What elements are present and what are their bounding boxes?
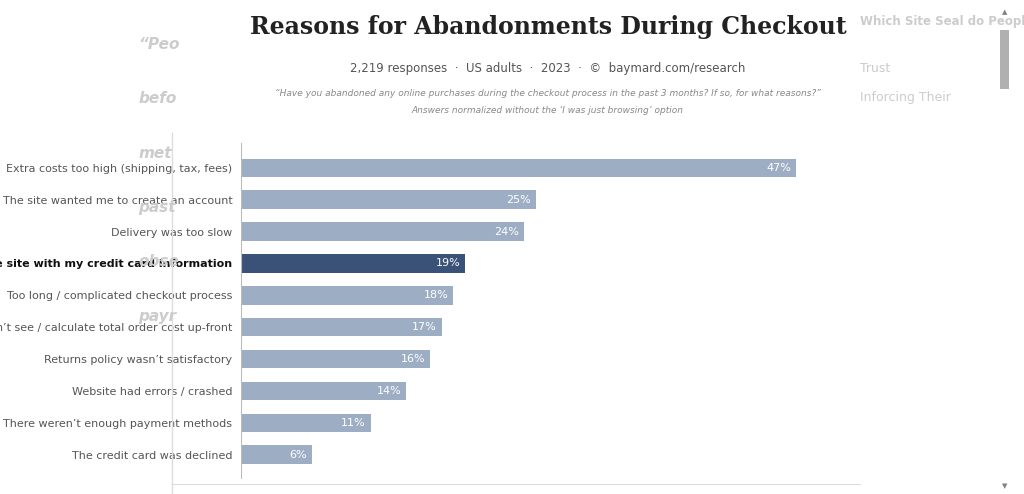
- Text: 47%: 47%: [766, 163, 792, 173]
- Text: Trust: Trust: [860, 62, 891, 75]
- Text: Reasons for Abandonments During Checkout: Reasons for Abandonments During Checkout: [250, 15, 846, 39]
- Bar: [241, 159, 796, 177]
- Bar: [241, 350, 430, 369]
- Text: Inforcing Their: Inforcing Their: [860, 91, 951, 104]
- Text: ▼: ▼: [1001, 484, 1008, 490]
- Bar: [241, 446, 311, 464]
- Text: 17%: 17%: [412, 322, 437, 332]
- Text: past: past: [138, 200, 176, 215]
- Text: 6%: 6%: [289, 450, 307, 459]
- Bar: [241, 318, 441, 336]
- Text: Answers normalized without the ‘I was just browsing’ option: Answers normalized without the ‘I was ju…: [412, 106, 684, 115]
- Text: Which Site Seal do People Trust the Most: Which Site Seal do People Trust the Most: [860, 15, 1024, 28]
- Text: 2,219 responses  ·  US adults  ·  2023  ·  ©  baymard.com/research: 2,219 responses · US adults · 2023 · © b…: [350, 62, 745, 75]
- Bar: [241, 286, 454, 304]
- Text: 11%: 11%: [341, 418, 366, 428]
- Bar: [241, 413, 371, 432]
- Text: “Have you abandoned any online purchases during the checkout process in the past: “Have you abandoned any online purchases…: [274, 89, 821, 98]
- Text: payr: payr: [138, 309, 176, 324]
- Bar: [241, 382, 407, 400]
- Bar: [999, 30, 1010, 89]
- Bar: [241, 222, 524, 241]
- Text: obse: obse: [138, 254, 179, 269]
- Text: 18%: 18%: [424, 290, 449, 300]
- Text: met: met: [138, 146, 172, 161]
- Bar: [241, 190, 536, 209]
- Text: 16%: 16%: [400, 354, 425, 364]
- Text: 25%: 25%: [507, 195, 531, 205]
- Text: 19%: 19%: [435, 258, 461, 268]
- Text: 14%: 14%: [377, 386, 401, 396]
- Text: “Peo: “Peo: [138, 37, 180, 52]
- Text: befo: befo: [138, 91, 176, 106]
- Text: 24%: 24%: [495, 227, 519, 237]
- Bar: [241, 254, 465, 273]
- Text: ▲: ▲: [1001, 9, 1008, 15]
